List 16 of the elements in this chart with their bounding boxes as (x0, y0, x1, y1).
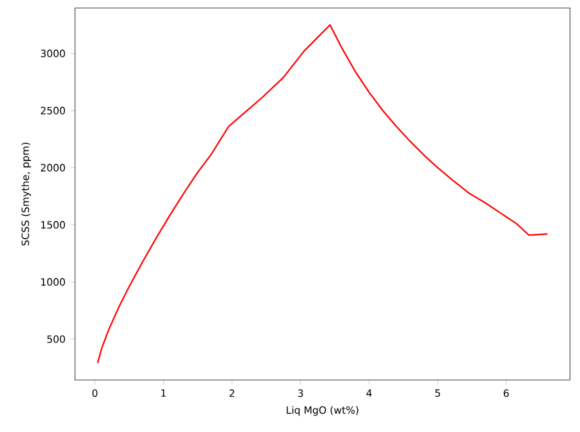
y-tick-label: 3000 (40, 50, 65, 58)
x-tick-label: 2 (230, 389, 234, 397)
x-tick-label: 4 (366, 389, 372, 397)
y-tick-label: 500 (47, 335, 65, 343)
x-tick-label: 1 (161, 389, 166, 397)
x-axis-title: Liq MgO (wt%) (286, 406, 358, 416)
y-tick-label: 2500 (40, 106, 65, 114)
y-axis-title: SCSS (Smythe, ppm) (21, 142, 32, 246)
line-series (96, 24, 548, 364)
y-tick-label: 1000 (41, 278, 65, 286)
x-tick-label: 6 (504, 389, 509, 397)
x-tick-label: 3 (298, 389, 303, 397)
y-tick-label: 1500 (41, 221, 65, 229)
x-tick-label: 0 (92, 389, 98, 397)
x-tick-label: 5 (435, 389, 440, 397)
y-tick-label: 2000 (40, 164, 65, 172)
